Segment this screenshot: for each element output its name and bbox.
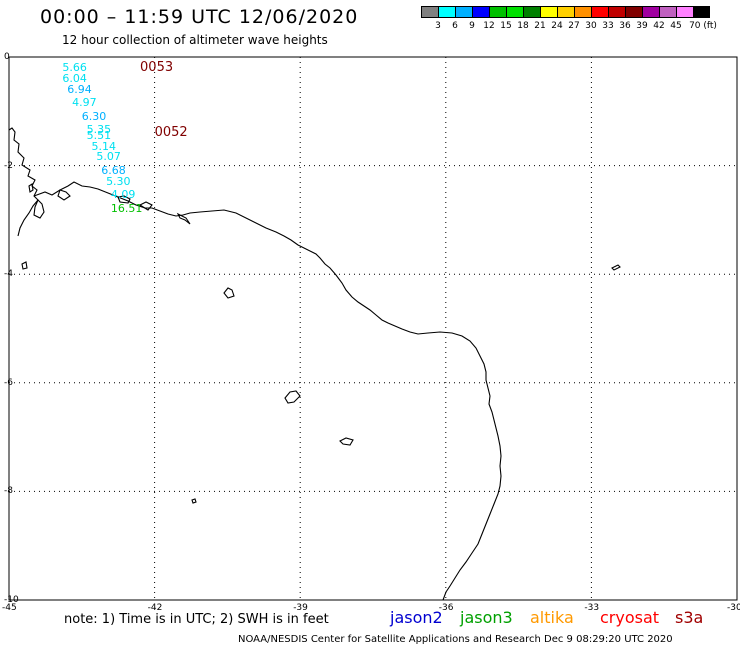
coastline-point: [176, 212, 191, 225]
color-scale-labels: 3 6 9 12 15 18 21 24 27 30 33 36 39 42 45 70 (ft): [421, 21, 740, 33]
island-5: [611, 264, 621, 271]
color-swatch: [523, 6, 540, 18]
wave-height-value: 6.68: [101, 164, 126, 178]
credit-line: NOAA/NESDIS Center for Satellite Applica…: [238, 634, 673, 645]
color-scale-label: 21: [534, 21, 546, 31]
satellite-legend-cryosat: cryosat: [600, 608, 660, 627]
color-scale-label: 36: [619, 21, 631, 31]
color-scale-label: 18: [517, 21, 529, 31]
wave-height-value: 5.66: [62, 60, 87, 74]
color-swatch: [659, 6, 676, 18]
y-tick-label: -6: [4, 377, 13, 388]
wave-height-value: 5.07: [96, 150, 121, 164]
y-tick-label: -10: [4, 595, 19, 605]
color-swatch: [472, 6, 489, 18]
x-tick-label: -45: [2, 603, 17, 613]
map-title: 00:00 – 11:59 UTC 12/06/2020: [40, 6, 359, 28]
wave-height-value: 6.30: [81, 109, 107, 123]
color-scale-label: 24: [551, 21, 563, 31]
color-swatch: [421, 6, 438, 18]
wave-height-value: 5.51: [86, 128, 112, 142]
color-swatch: [625, 6, 642, 18]
map-subtitle: 12 hour collection of altimeter wave hei…: [62, 33, 328, 47]
y-tick-label: -4: [4, 269, 13, 280]
color-swatch: [693, 6, 710, 18]
color-scale-label: 3: [435, 21, 441, 31]
track-time-label: 0053: [140, 59, 174, 75]
coastline-lake: [28, 183, 34, 193]
color-swatch: [676, 6, 693, 18]
coastline-inlet: [138, 201, 153, 211]
y-tick-label: -2: [4, 160, 13, 171]
wave-height-value: 5.30: [106, 174, 131, 188]
y-tick-label: 0: [4, 52, 10, 62]
x-tick-label: -39: [293, 603, 308, 613]
wave-height-value: 6.04: [62, 71, 87, 85]
color-swatch: [540, 6, 557, 18]
color-scale-label: 39: [636, 21, 648, 31]
color-scale-label: 6: [452, 21, 458, 31]
color-swatch: [455, 6, 472, 18]
color-scale-label: 45: [670, 21, 682, 31]
color-scale-label: 12: [483, 21, 495, 31]
wave-height-value: 6.94: [67, 82, 92, 96]
color-swatch: [557, 6, 574, 18]
coastline-estuary: [57, 189, 71, 201]
color-swatch: [591, 6, 608, 18]
y-tick-label: -8: [4, 486, 13, 497]
x-tick-label: -33: [584, 603, 600, 613]
map-frame: [8, 56, 738, 601]
island-3: [339, 437, 354, 446]
color-swatch: [574, 6, 591, 18]
wave-height-value: 5.14: [91, 139, 117, 153]
wave-height-value: 5.35: [86, 123, 112, 137]
color-swatch: [506, 6, 523, 18]
color-scale-label: 27: [568, 21, 580, 31]
color-scale-label: 30: [585, 21, 597, 31]
color-scale-bar: [421, 6, 710, 18]
coastline-delta: [117, 195, 131, 204]
map-grid: [9, 57, 737, 600]
satellite-legend-s3a: s3a: [675, 608, 704, 627]
color-swatch: [642, 6, 659, 18]
wave-height-value: 4.09: [110, 188, 136, 202]
color-scale-label: 33: [602, 21, 614, 31]
island-1: [223, 287, 235, 299]
satellite-legend-altika: altika: [530, 608, 574, 627]
wave-height-value: 4.97: [72, 96, 97, 110]
color-swatch: [608, 6, 625, 18]
island-4: [21, 261, 28, 270]
color-scale-label: 70 (ft): [689, 21, 717, 31]
x-tick-label: -42: [147, 603, 163, 613]
coastline: [8, 127, 502, 601]
satellite-legend-jason3: jason3: [460, 608, 513, 627]
color-scale-label: 15: [500, 21, 512, 31]
coastline-bay: [33, 199, 45, 219]
color-scale-label: 9: [469, 21, 475, 31]
footnote: note: 1) Time is in UTC; 2) SWH is in fe…: [64, 612, 329, 627]
x-tick-label: -30: [727, 603, 740, 613]
color-swatch: [438, 6, 455, 18]
wave-height-value: 16.51: [110, 202, 143, 216]
color-swatch: [489, 6, 506, 18]
satellite-legend-jason2: jason2: [390, 608, 443, 627]
coastline-mainland: [8, 127, 502, 601]
island-6: [191, 498, 197, 504]
x-tick-label: -36: [438, 603, 454, 613]
island-2: [284, 390, 301, 404]
track-time-label: 0052: [154, 125, 188, 141]
color-scale-label: 42: [653, 21, 665, 31]
